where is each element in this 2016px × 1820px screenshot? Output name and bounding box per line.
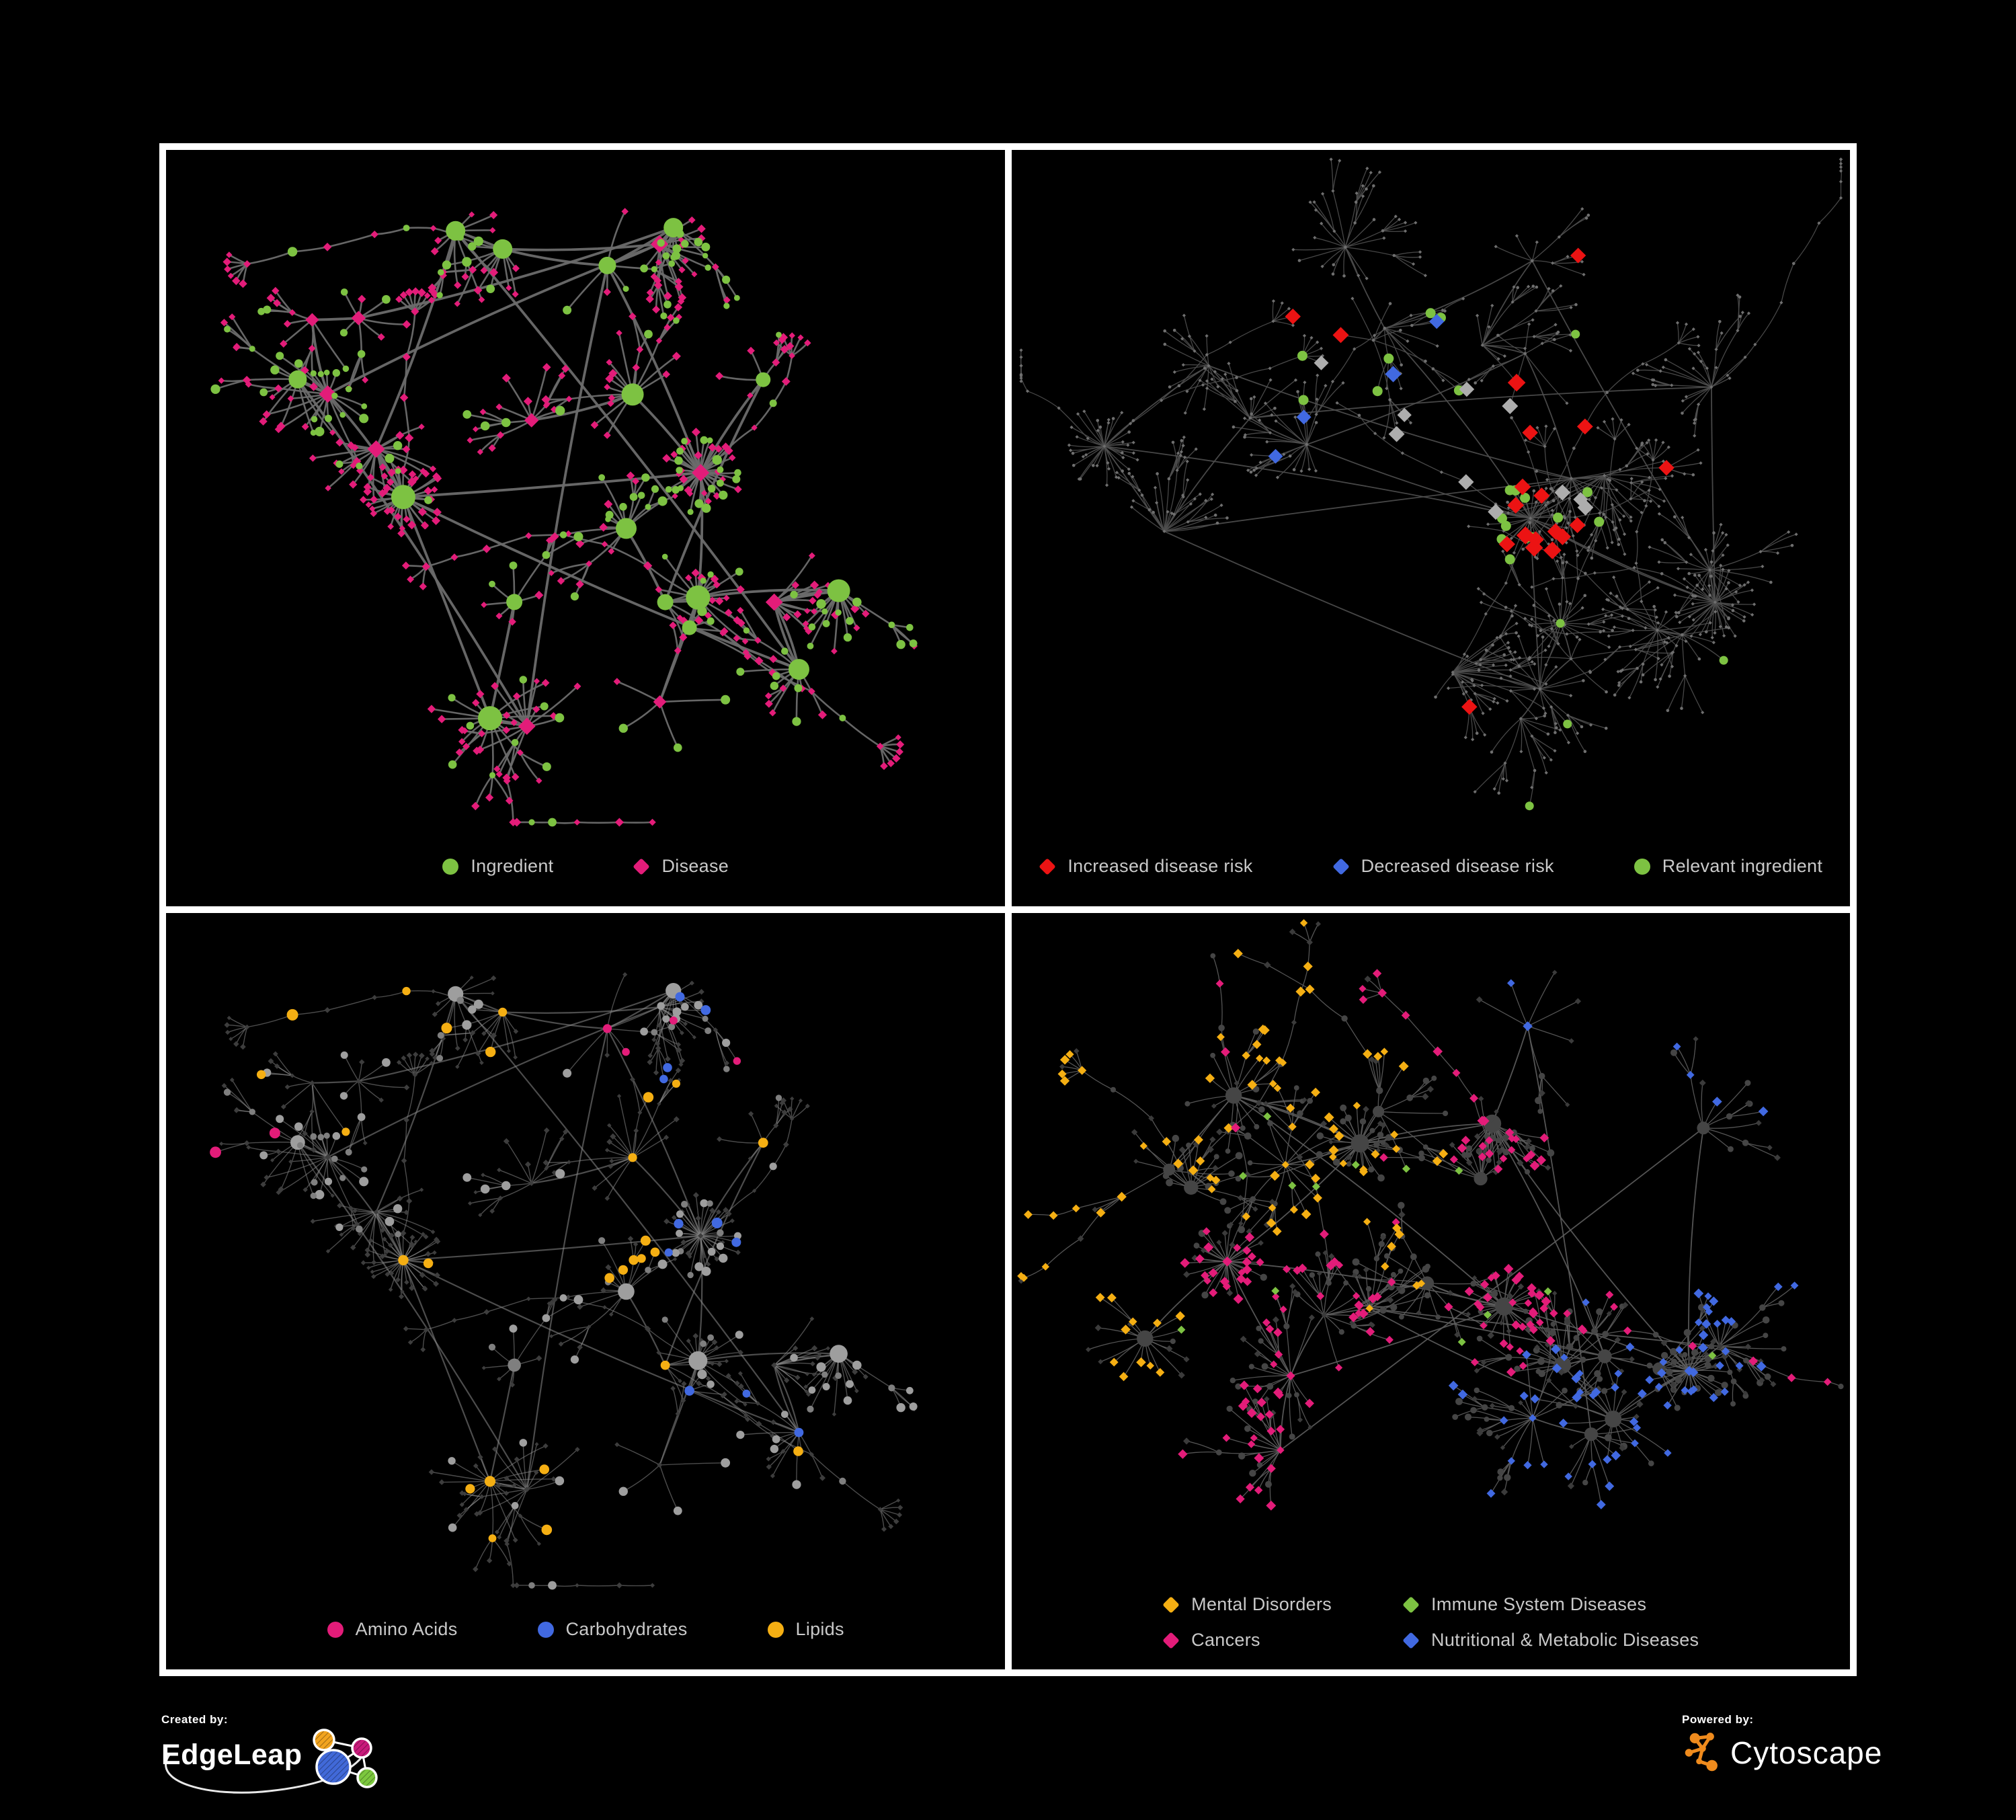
cytoscape-wordmark: Cytoscape (1730, 1735, 1883, 1770)
legend-label: Ingredient (471, 856, 554, 876)
legend-item-carbohydrates: Carbohydrates (537, 1619, 688, 1640)
powered-by-label: Powered by: (1682, 1713, 1754, 1726)
cytoscape-brand: Cytoscape (1682, 1731, 1882, 1775)
legend-nutrient-classes: Amino Acids Carbohydrates Lipids (166, 1619, 1005, 1640)
legend-item-immune-system-diseases: Immune System Diseases (1402, 1594, 1699, 1615)
panel-disease-risk: Increased disease risk Decreased disease … (1011, 150, 1851, 906)
legend-disease-categories: Mental Disorders Immune System Diseases Ca… (1012, 1594, 1851, 1651)
circle-marker-icon (327, 1621, 344, 1638)
panel-disease-categories: Mental Disorders Immune System Diseases Ca… (1011, 913, 1851, 1669)
legend-item-nutritional-metabolic-diseases: Nutritional & Metabolic Diseases (1402, 1630, 1699, 1651)
network-canvas-ingredient-disease (210, 208, 918, 827)
created-by-block: Created by: (161, 1713, 403, 1803)
legend-label: Lipids (795, 1619, 844, 1639)
legend-label: Immune System Diseases (1431, 1594, 1647, 1614)
circle-marker-icon (537, 1621, 555, 1638)
legend-label: Carbohydrates (565, 1619, 688, 1639)
powered-by-block: Powered by: (1682, 1713, 1882, 1775)
circle-marker-icon (767, 1621, 784, 1638)
legend-item-cancers: Cancers (1162, 1630, 1332, 1651)
legend-item-relevant-ingredient: Relevant ingredient (1634, 856, 1822, 877)
legend-disease-risk: Increased disease risk Decreased disease … (1012, 856, 1851, 877)
diamond-marker-icon (1402, 1595, 1420, 1614)
network-canvas-nutrient-classes (210, 972, 918, 1590)
edgeleap-brand: EdgeLeap (161, 1728, 403, 1803)
panel-nutrient-classes: Amino Acids Carbohydrates Lipids (166, 913, 1005, 1669)
diamond-marker-icon (1162, 1595, 1180, 1614)
panel-ingredient-disease: Ingredient Disease (166, 150, 1005, 906)
cytoscape-logo-icon (1685, 1733, 1718, 1772)
legend-item-ingredient: Ingredient (442, 856, 553, 877)
legend-item-disease: Disease (633, 856, 729, 877)
legend-label: Cancers (1191, 1630, 1260, 1650)
circle-marker-icon (442, 858, 459, 875)
circle-marker-icon (1634, 858, 1651, 875)
diamond-marker-icon (1162, 1631, 1180, 1649)
legend-label: Decreased disease risk (1361, 856, 1554, 876)
diamond-marker-icon (1332, 857, 1350, 875)
network-canvas-disease-categories (1016, 919, 1844, 1511)
edgeleap-wordmark: EdgeLeap (161, 1739, 303, 1771)
diamond-marker-icon (1402, 1631, 1420, 1649)
legend-item-lipids: Lipids (767, 1619, 844, 1640)
legend-item-amino-acids: Amino Acids (327, 1619, 458, 1640)
legend-item-decreased-disease-risk: Decreased disease risk (1332, 856, 1554, 877)
created-by-label: Created by: (161, 1713, 229, 1726)
legend-label: Mental Disorders (1191, 1594, 1332, 1614)
diamond-marker-icon (633, 857, 651, 875)
legend-label: Nutritional & Metabolic Diseases (1431, 1630, 1699, 1650)
legend-ingredient-disease: Ingredient Disease (166, 856, 1005, 877)
panel-grid: Ingredient Disease Increased disease risk… (159, 143, 1857, 1676)
legend-label: Relevant ingredient (1662, 856, 1823, 876)
diamond-marker-icon (1039, 857, 1057, 875)
legend-label: Amino Acids (355, 1619, 458, 1639)
legend-item-increased-disease-risk: Increased disease risk (1039, 856, 1252, 877)
legend-item-mental-disorders: Mental Disorders (1162, 1594, 1332, 1615)
network-canvas-disease-risk (1018, 157, 1843, 811)
legend-label: Disease (661, 856, 729, 876)
edgeleap-logo-icon (165, 1729, 378, 1794)
legend-label: Increased disease risk (1067, 856, 1253, 876)
